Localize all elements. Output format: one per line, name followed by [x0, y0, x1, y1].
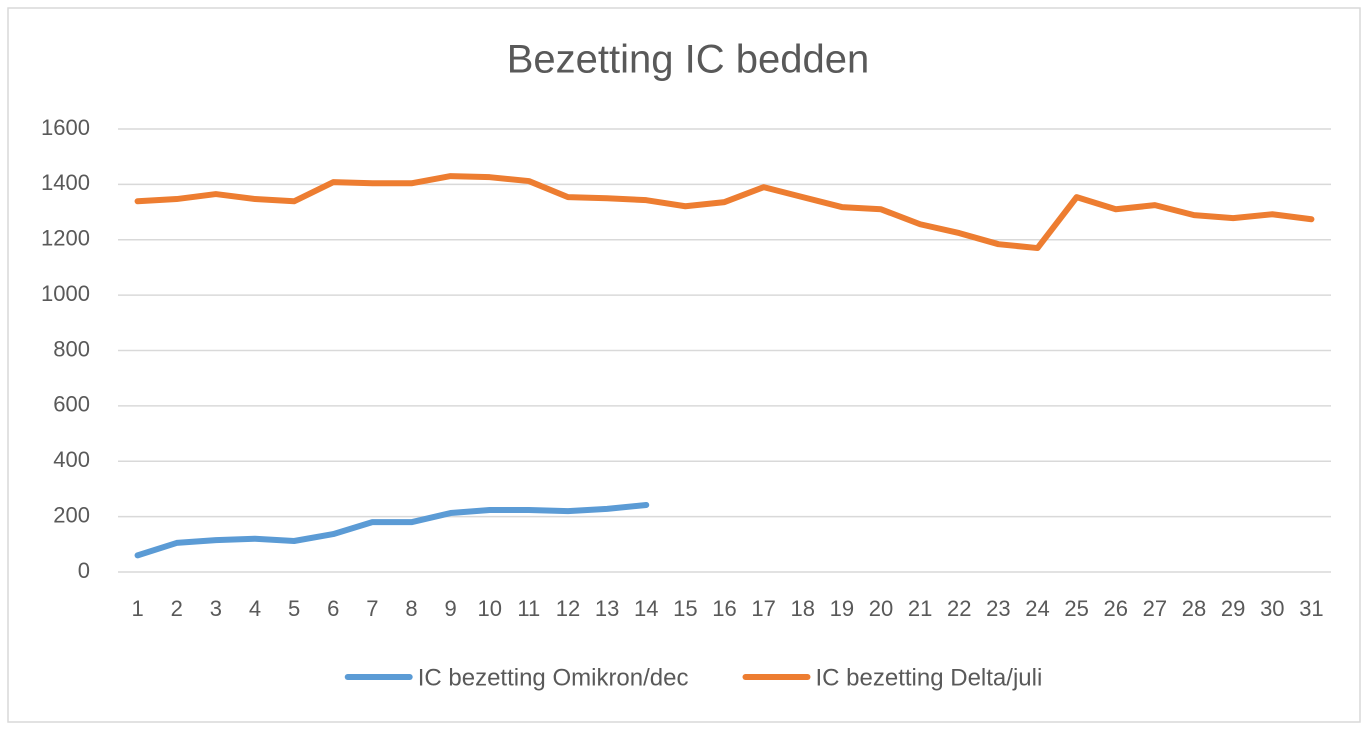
x-tick-label: 9	[444, 596, 456, 621]
x-tick-label: 29	[1221, 596, 1245, 621]
x-tick-label: 23	[986, 596, 1010, 621]
y-tick-label: 600	[53, 392, 90, 417]
x-tick-label: 7	[366, 596, 378, 621]
y-tick-label: 1600	[41, 115, 90, 140]
chart-frame	[7, 7, 1361, 723]
x-tick-label: 31	[1299, 596, 1323, 621]
x-tick-label: 17	[751, 596, 775, 621]
y-tick-label: 800	[53, 336, 90, 361]
x-tick-label: 10	[477, 596, 501, 621]
x-tick-label: 12	[556, 596, 580, 621]
series-line	[134, 501, 650, 559]
x-tick-label: 18	[791, 596, 815, 621]
x-tick-label: 1	[131, 596, 143, 621]
legend-label: IC bezetting Delta/juli	[816, 664, 1043, 691]
x-tick-label: 24	[1025, 596, 1049, 621]
x-tick-label: 4	[249, 596, 261, 621]
y-tick-label: 0	[78, 558, 90, 583]
x-tick-label: 19	[830, 596, 854, 621]
legend-label: IC bezetting Omikron/dec	[418, 664, 689, 691]
x-tick-label: 13	[595, 596, 619, 621]
x-tick-label: 8	[405, 596, 417, 621]
x-tick-label: 2	[171, 596, 183, 621]
x-tick-label: 6	[327, 596, 339, 621]
x-tick-label: 16	[712, 596, 736, 621]
y-tick-label: 1000	[41, 281, 90, 306]
x-tick-label: 30	[1260, 596, 1284, 621]
y-tick-label: 1400	[41, 170, 90, 195]
x-tick-label: 15	[673, 596, 697, 621]
x-tick-label: 20	[869, 596, 893, 621]
y-tick-label: 200	[53, 502, 90, 527]
x-tick-label: 27	[1143, 596, 1167, 621]
chart-title: Bezetting IC bedden	[507, 38, 869, 82]
x-tick-label: 21	[908, 596, 932, 621]
x-tick-label: 28	[1182, 596, 1206, 621]
x-tick-label: 25	[1064, 596, 1088, 621]
x-tick-label: 14	[634, 596, 658, 621]
x-tick-label: 11	[517, 596, 540, 621]
x-tick-label: 3	[210, 596, 222, 621]
series-line	[134, 173, 1315, 252]
y-tick-label: 400	[53, 447, 90, 472]
y-tick-label: 1200	[41, 226, 90, 251]
x-tick-label: 22	[947, 596, 971, 621]
x-tick-label: 26	[1104, 596, 1128, 621]
x-tick-label: 5	[288, 596, 300, 621]
